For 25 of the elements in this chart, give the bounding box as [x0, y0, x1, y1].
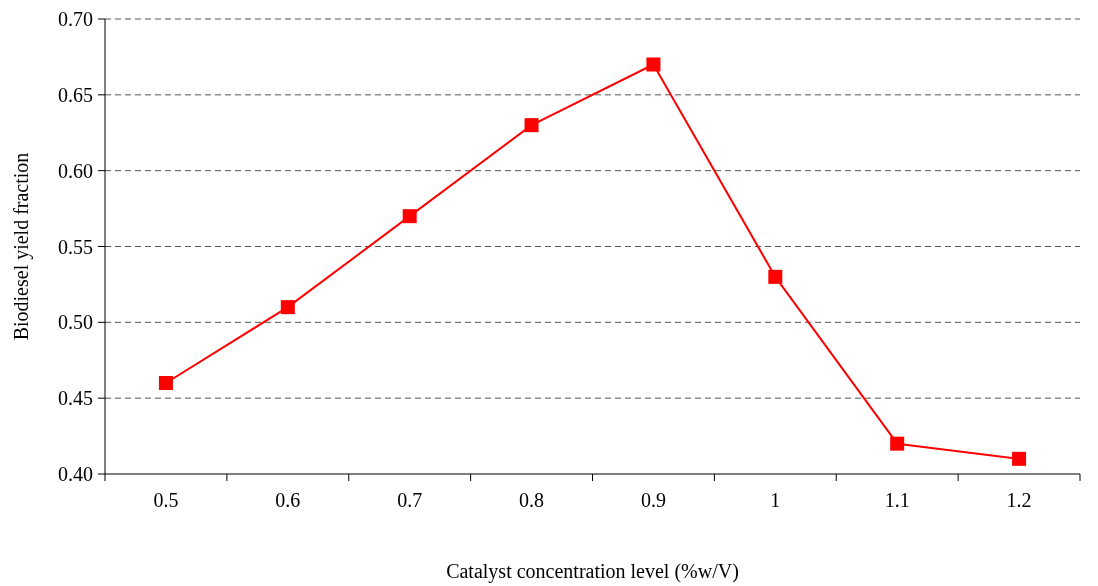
x-tick-label: 1.2	[1006, 489, 1032, 511]
point	[402, 209, 417, 224]
point	[158, 376, 173, 390]
y-tick-label: 0.70	[58, 8, 93, 30]
y-tick-label: 0.40	[58, 463, 93, 485]
point	[524, 118, 539, 133]
point	[890, 436, 905, 451]
x-tick-label: 0.9	[640, 489, 666, 511]
y-tick-label: 0.60	[58, 159, 93, 182]
point	[280, 300, 295, 315]
y-tick-label: 0.65	[58, 83, 93, 106]
point	[1012, 451, 1027, 466]
x-axis-title: Catalyst concentration level (%w/V)	[446, 560, 739, 583]
x-tick-label: 1.1	[884, 489, 910, 511]
y-tick-label: 0.50	[58, 311, 93, 334]
point	[646, 57, 661, 72]
y-tick-label: 0.45	[58, 387, 93, 410]
point	[768, 269, 783, 284]
y-axis-title: Biodiesel yield fraction	[10, 152, 33, 341]
x-tick-label: 0.5	[153, 489, 179, 511]
y-tick-label: 0.55	[58, 235, 93, 258]
x-tick-label: 0.6	[275, 489, 301, 511]
x-tick-label: 0.8	[519, 489, 545, 511]
x-tick-label: 0.7	[397, 489, 423, 511]
x-tick-label: 1	[770, 489, 781, 511]
